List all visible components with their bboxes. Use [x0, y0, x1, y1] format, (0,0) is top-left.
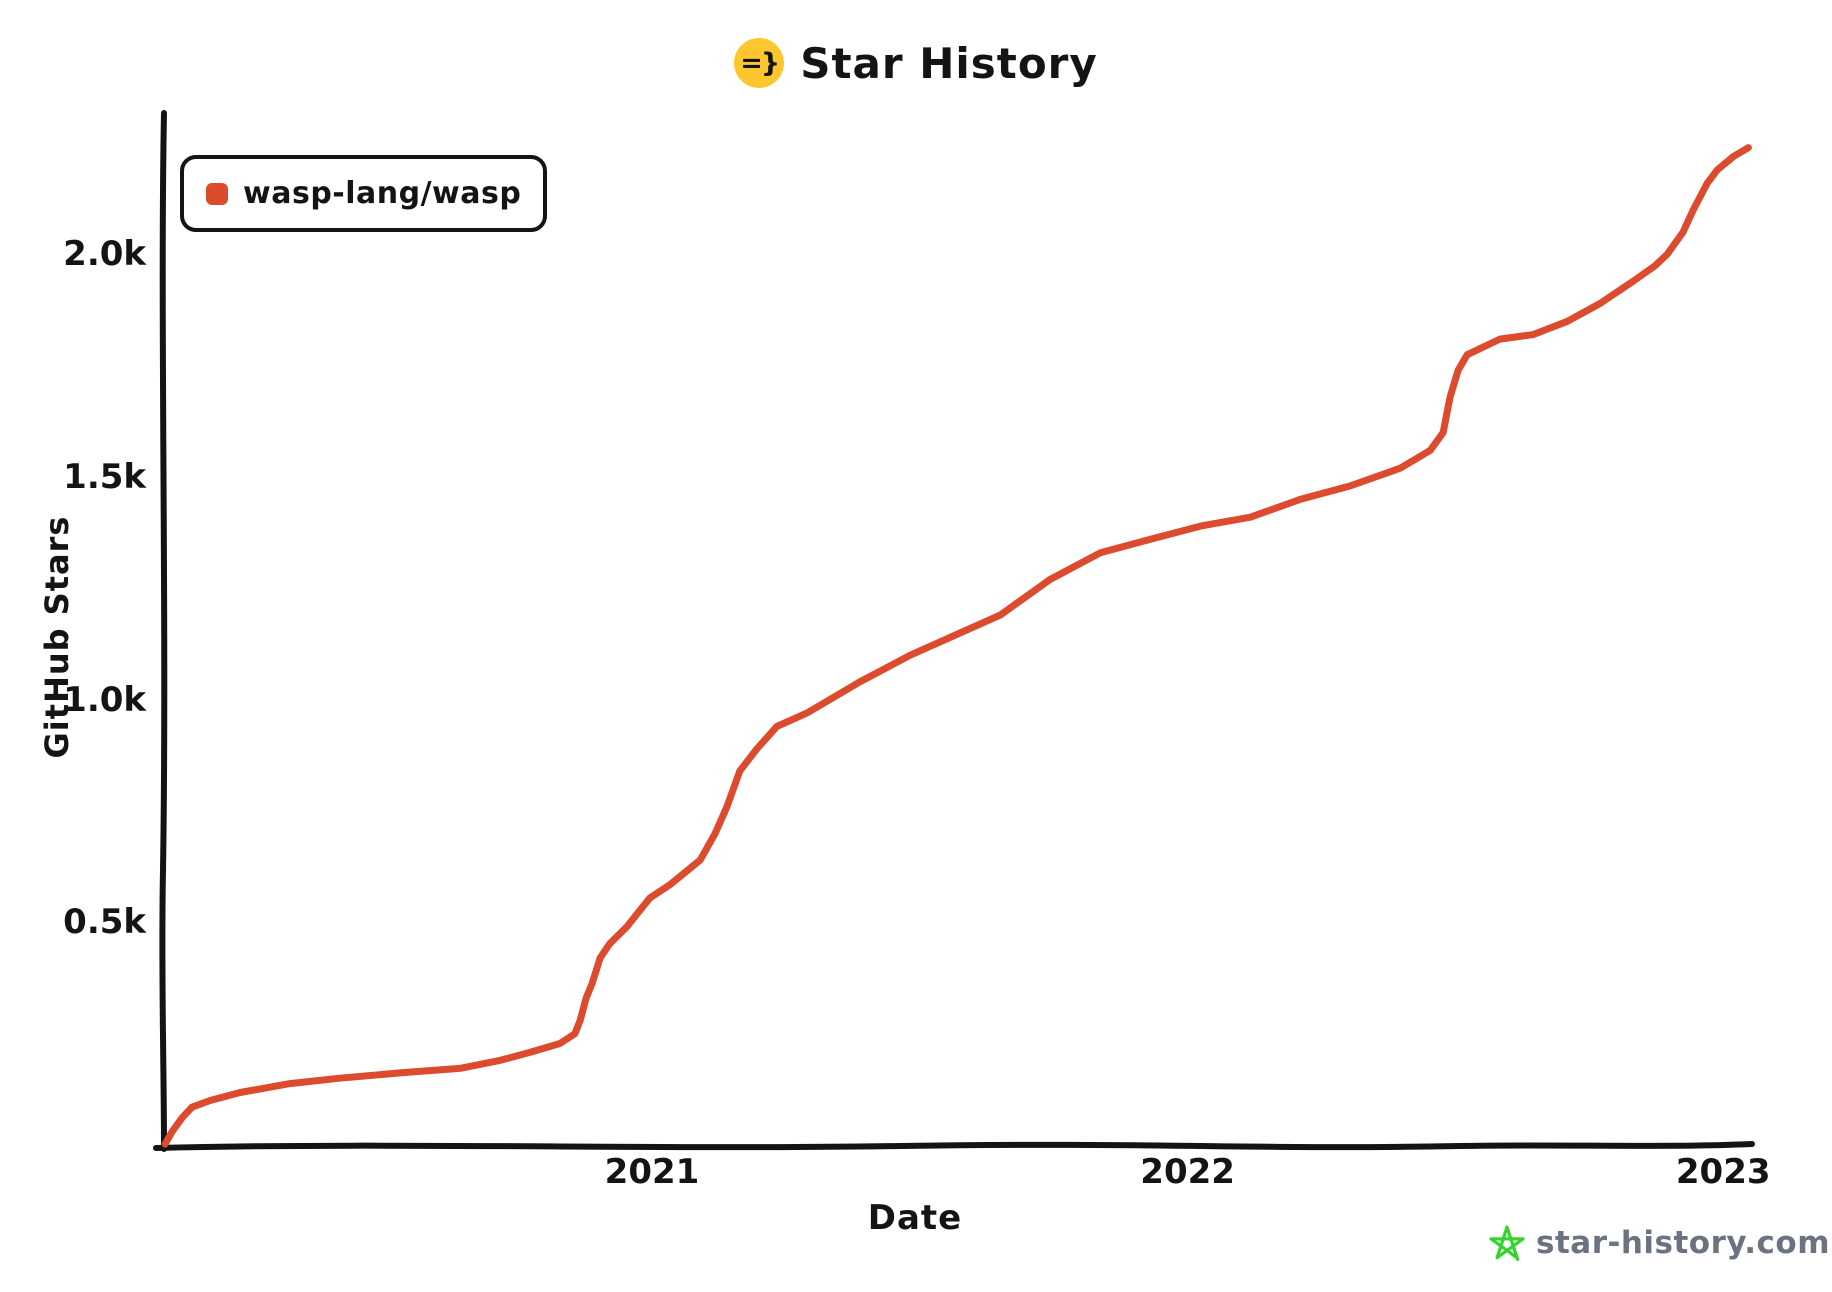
x-tick-label: 2023	[1675, 1152, 1771, 1192]
legend-swatch	[206, 182, 228, 205]
legend-series-label: wasp-lang/wasp	[243, 176, 522, 211]
watermark-link[interactable]: star-history.com	[1488, 1224, 1830, 1262]
x-axis-line	[153, 1141, 1755, 1151]
chart-title-row: =} Star History	[0, 38, 1832, 88]
x-axis-title: Date	[867, 1198, 963, 1238]
star-doodle-icon	[1489, 1225, 1525, 1261]
y-tick-label: 0.5k	[63, 902, 146, 943]
y-axis-title: GitHub Stars	[38, 515, 76, 759]
page-title: Star History	[800, 38, 1098, 88]
logo-glyph: =}	[740, 47, 780, 79]
x-tick-label: 2021	[604, 1152, 700, 1192]
y-tick-label: 1.5k	[63, 457, 146, 498]
y-tick-label: 2.0k	[63, 234, 146, 275]
x-tick-label: 2022	[1140, 1152, 1235, 1192]
watermark-label: star-history.com	[1536, 1225, 1831, 1261]
y-axis-line	[159, 110, 168, 1152]
star-history-logo-icon: =}	[734, 38, 785, 88]
legend: wasp-lang/wasp	[180, 155, 548, 232]
y-tick-label: 1.0k	[63, 679, 146, 720]
series-line-wasp-lang-wasp	[161, 144, 1752, 1148]
